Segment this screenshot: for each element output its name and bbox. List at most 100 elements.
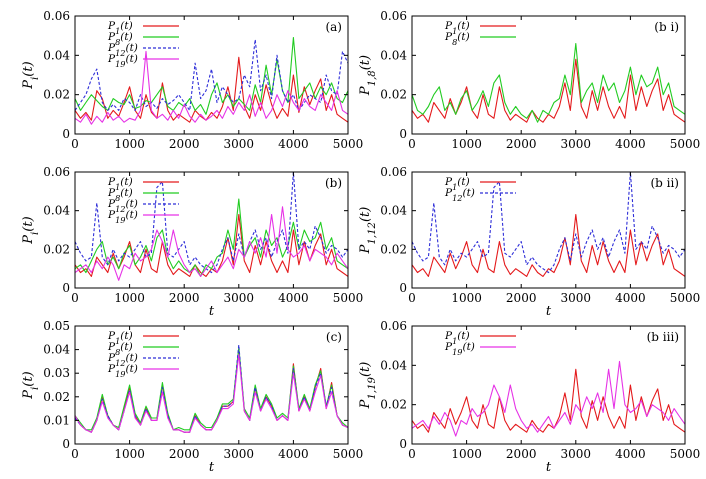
plot-frame	[74, 325, 349, 445]
panel-tag: (b iii)	[647, 330, 679, 344]
legend-label: P12(t)	[107, 42, 138, 58]
y-tick-label: 0.04	[43, 48, 70, 62]
y-tick-label: 0.02	[380, 242, 407, 256]
panel-tag: (c)	[326, 330, 342, 344]
series-line-biii-P1	[412, 368, 685, 433]
series-line-c-P19	[75, 353, 348, 433]
legend-label: P19(t)	[107, 53, 138, 69]
x-tick-label: 0	[408, 291, 416, 305]
series-line-b-P19	[75, 206, 348, 281]
plot-frame	[411, 15, 686, 135]
y-tick-label: 0	[62, 127, 70, 141]
x-axis-label: t	[546, 460, 552, 475]
panel-bii: 0 1000 2000 3000 4000 5000 0 0.02 0.04 0.06 t P1,12…	[358, 165, 700, 319]
x-tick-label: 4000	[278, 447, 309, 461]
x-tick-label: 1000	[451, 137, 482, 151]
legend-label: P8(t)	[107, 341, 133, 357]
y-axis-label: P1,19(t)	[358, 362, 378, 410]
y-tick-label: 0.06	[380, 9, 407, 23]
series-line-b-P12	[75, 172, 348, 274]
plot-frame	[74, 171, 349, 289]
x-tick-label: 3000	[224, 291, 255, 305]
series-line-bi-P8	[412, 42, 685, 123]
x-tick-label: 2000	[169, 137, 200, 151]
y-tick-label: 0	[62, 281, 70, 295]
legend-label: P1(t)	[107, 330, 133, 346]
series-line-b-P8	[75, 198, 348, 277]
legend-label: P19(t)	[107, 209, 138, 225]
legend-label: P1(t)	[444, 20, 470, 36]
y-tick-label: 0.06	[43, 165, 70, 179]
y-tick-label: 0.05	[43, 319, 70, 333]
legend-label: P8(t)	[444, 31, 470, 47]
legend-label: P12(t)	[444, 187, 475, 203]
panel-tag: (b)	[325, 176, 342, 190]
panel-b: 0 1000 2000 3000 4000 5000 0 0.02 0.04 0.06 t Pi(t)…	[21, 165, 363, 319]
legend-label: P19(t)	[107, 363, 138, 379]
x-tick-label: 0	[71, 291, 79, 305]
plot-frame	[411, 325, 686, 445]
x-tick-label: 1000	[451, 291, 482, 305]
series-line-bii-P12	[412, 172, 685, 274]
x-tick-label: 1000	[451, 447, 482, 461]
x-tick-label: 3000	[561, 291, 592, 305]
y-axis-label: P1,12(t)	[358, 207, 378, 255]
y-tick-label: 0.04	[380, 48, 407, 62]
x-tick-label: 3000	[561, 137, 592, 151]
x-tick-label: 2000	[169, 291, 200, 305]
y-tick-label: 0.02	[43, 390, 70, 404]
y-tick-label: 0.01	[43, 413, 70, 427]
y-tick-label: 0.04	[380, 204, 407, 218]
x-tick-label: 4000	[615, 291, 646, 305]
series-line-biii-P19	[412, 360, 685, 437]
y-tick-label: 0	[62, 437, 70, 451]
x-axis-label: t	[209, 304, 215, 319]
x-tick-label: 5000	[670, 291, 701, 305]
x-tick-label: 0	[71, 447, 79, 461]
y-tick-label: 0	[399, 127, 407, 141]
y-tick-label: 0.02	[380, 88, 407, 102]
panel-bi: 0 1000 2000 3000 4000 5000 0 0.02 0.04 0.06 P1,8(t…	[358, 9, 700, 151]
y-tick-label: 0.04	[43, 343, 70, 357]
legend-label: P1(t)	[107, 176, 133, 192]
legend-label: P12(t)	[107, 198, 138, 214]
legend-label: P12(t)	[107, 352, 138, 368]
y-tick-label: 0.02	[380, 398, 407, 412]
panel-tag: (a)	[325, 20, 342, 34]
y-tick-label: 0.03	[43, 366, 70, 380]
y-tick-label: 0.06	[43, 9, 70, 23]
x-tick-label: 0	[71, 137, 79, 151]
panel-a: 0 1000 2000 3000 4000 5000 0 0.02 0.04 0.06 Pi(t) (…	[21, 9, 363, 151]
x-tick-label: 5000	[333, 291, 364, 305]
legend-label: P8(t)	[107, 31, 133, 47]
x-tick-label: 1000	[114, 137, 145, 151]
series-line-a-P8	[75, 37, 348, 115]
plot-frame	[411, 171, 686, 289]
y-tick-label: 0	[399, 281, 407, 295]
y-axis-label: P1,8(t)	[358, 55, 378, 96]
legend-label: P1(t)	[444, 176, 470, 192]
x-tick-label: 0	[408, 137, 416, 151]
series-line-bii-P1	[412, 213, 685, 277]
x-tick-label: 4000	[615, 447, 646, 461]
legend-label: P1(t)	[107, 20, 133, 36]
x-tick-label: 0	[408, 447, 416, 461]
x-tick-label: 4000	[278, 291, 309, 305]
x-tick-label: 5000	[333, 447, 364, 461]
legend-label: P19(t)	[444, 341, 475, 357]
series-line-a-P19	[75, 50, 348, 125]
x-axis-label: t	[209, 460, 215, 475]
x-tick-label: 2000	[506, 291, 537, 305]
legend-label: P1(t)	[444, 330, 470, 346]
y-tick-label: 0.02	[43, 242, 70, 256]
x-tick-label: 5000	[333, 137, 364, 151]
y-tick-label: 0.02	[43, 88, 70, 102]
y-axis-label: Pi(t)	[21, 61, 41, 89]
x-tick-label: 1000	[114, 291, 145, 305]
y-tick-label: 0	[399, 437, 407, 451]
x-axis-label: t	[546, 304, 552, 319]
x-tick-label: 3000	[224, 447, 255, 461]
x-tick-label: 2000	[506, 137, 537, 151]
x-tick-label: 3000	[224, 137, 255, 151]
